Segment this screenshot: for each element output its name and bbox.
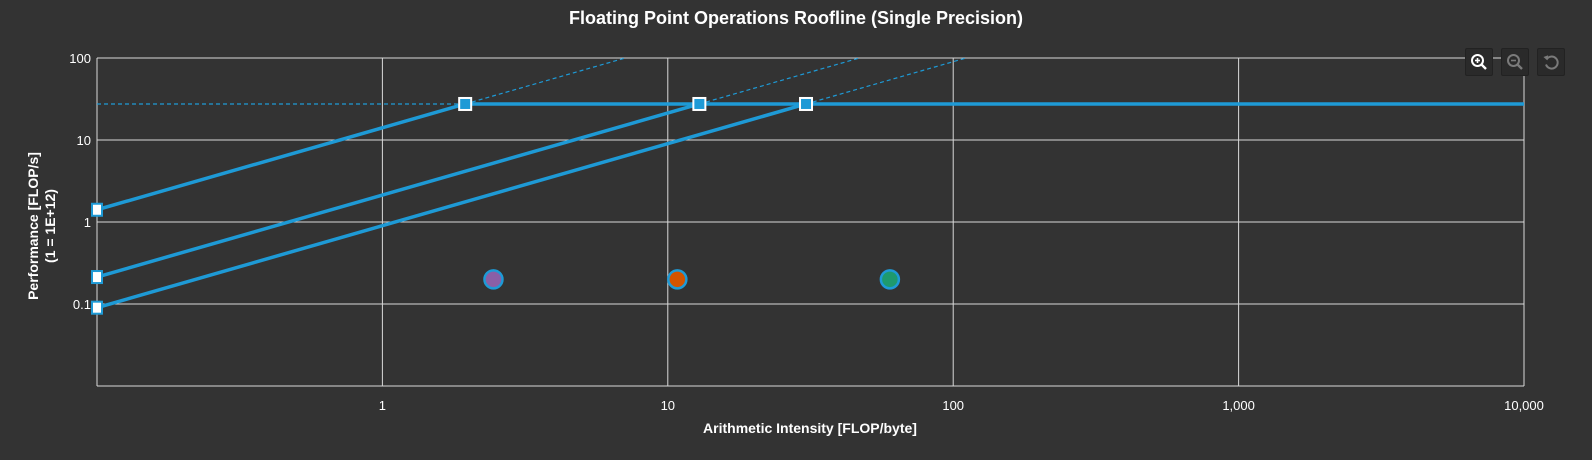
ridge-point-marker [458, 96, 473, 111]
bandwidth-roof-dashed [699, 58, 860, 105]
zoom-out-icon [1507, 54, 1523, 70]
zoom-out-button[interactable] [1501, 48, 1529, 76]
x-tick-label: 10,000 [1504, 398, 1544, 413]
chart-title: Floating Point Operations Roofline (Sing… [569, 8, 1023, 28]
y-tick-label: 1 [84, 215, 91, 230]
x-tick-label: 100 [942, 398, 964, 413]
y-tick-label: 0.1 [73, 297, 91, 312]
grid [96, 57, 1525, 387]
data-points [91, 96, 901, 315]
x-tick-label: 1 [379, 398, 386, 413]
roof-start-marker [91, 202, 103, 217]
y-axis-label: Performance [FLOP/s] [25, 152, 41, 300]
x-tick-label: 10 [661, 398, 675, 413]
zoom-in-button[interactable] [1465, 48, 1493, 76]
bandwidth-roof-dashed [805, 58, 967, 105]
roof-start-marker [91, 300, 103, 315]
data-point [483, 269, 504, 290]
roof-start-marker [91, 270, 103, 285]
roofline-series [97, 58, 1524, 310]
bandwidth-roof-line [97, 102, 466, 212]
chart-toolbar [1465, 48, 1565, 76]
x-axis-label: Arithmetic Intensity [FLOP/byte] [703, 420, 917, 436]
data-point [879, 269, 901, 290]
y-tick-label: 10 [77, 133, 91, 148]
reset-button[interactable] [1537, 48, 1565, 76]
y-axis-sublabel: (1 = 1E+12) [42, 189, 58, 263]
bandwidth-roof-dashed [465, 58, 626, 105]
ridge-point-marker [692, 96, 707, 111]
reset-icon [1543, 55, 1559, 70]
y-axis-label-group: Performance [FLOP/s] (1 = 1E+12) [25, 152, 58, 300]
zoom-in-icon [1471, 54, 1487, 70]
data-point [667, 269, 688, 290]
bandwidth-roof-line [97, 102, 700, 279]
x-tick-label: 1,000 [1222, 398, 1255, 413]
y-tick-label: 100 [69, 51, 91, 66]
ridge-point-marker [799, 96, 814, 111]
bandwidth-roof-line [97, 102, 807, 310]
tick-labels: 1 10 100 1,000 10,000 0.1 1 10 100 [69, 51, 1544, 413]
